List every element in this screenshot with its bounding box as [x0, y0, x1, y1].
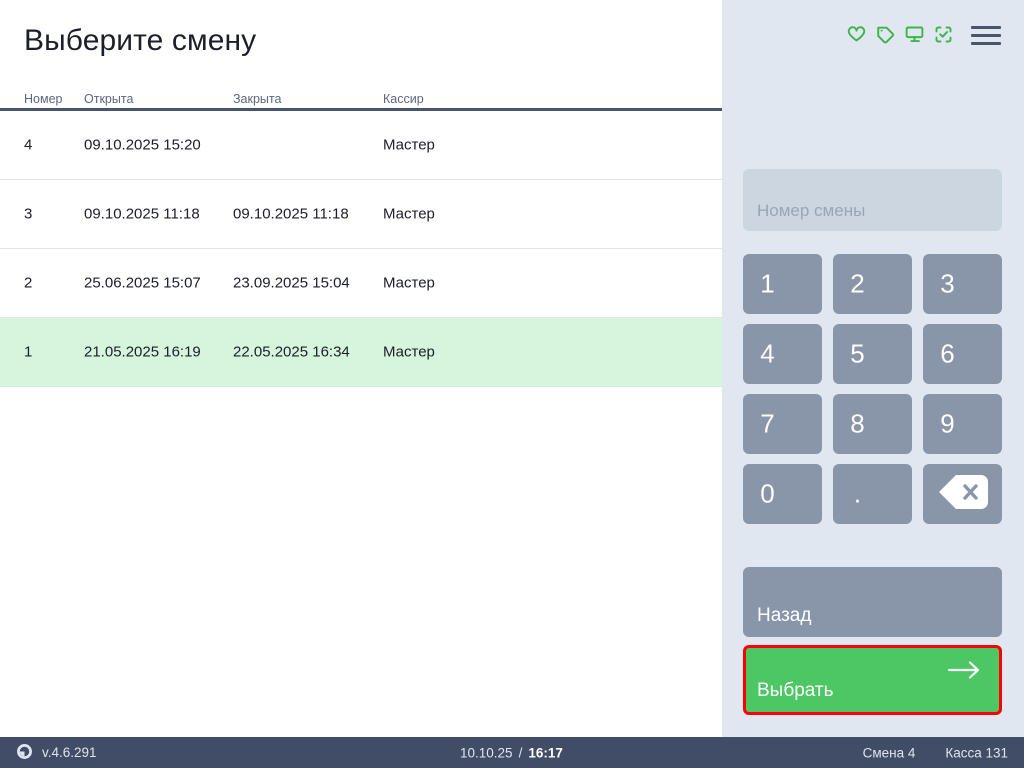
- key-label: 4: [760, 338, 775, 369]
- cell-cashier: Мастер: [383, 343, 435, 361]
- cell-closed: 23.09.2025 15:04: [233, 274, 350, 292]
- key-6[interactable]: 6: [923, 324, 1002, 384]
- column-header-opened: Открыта: [84, 92, 134, 106]
- cell-number: 3: [24, 205, 33, 223]
- key-label: 3: [940, 268, 955, 299]
- key-label: 6: [940, 338, 955, 369]
- cell-opened: 09.10.2025 15:20: [84, 136, 201, 154]
- key-1[interactable]: 1: [743, 254, 822, 314]
- select-button-label: Выбрать: [757, 680, 834, 701]
- monitor-icon[interactable]: [904, 24, 925, 45]
- key-4[interactable]: 4: [743, 324, 822, 384]
- key-label: 7: [760, 408, 775, 439]
- cell-cashier: Мастер: [383, 136, 435, 154]
- current-shift: Смена 4: [862, 745, 916, 760]
- side-panel: Номер смены 1 2 3 4 5 6 7 8 9 0 .: [722, 0, 1024, 737]
- key-5[interactable]: 5: [833, 324, 912, 384]
- shifts-table: Номер Открыта Закрыта Кассир 4 09.10.202…: [0, 92, 722, 387]
- datetime-separator: /: [518, 745, 523, 760]
- key-7[interactable]: 7: [743, 394, 822, 454]
- cell-cashier: Мастер: [383, 274, 435, 292]
- back-button-label: Назад: [757, 605, 812, 626]
- panel-header: [722, 0, 1024, 70]
- cell-closed: 09.10.2025 11:18: [233, 205, 349, 223]
- cell-opened: 09.10.2025 11:18: [84, 205, 200, 223]
- page-title: Выберите смену: [24, 24, 257, 57]
- cell-number: 4: [24, 136, 33, 154]
- key-0[interactable]: 0: [743, 464, 822, 524]
- table-header-row: Номер Открыта Закрыта Кассир: [0, 92, 722, 111]
- hamburger-menu-icon[interactable]: [971, 26, 1001, 45]
- cell-opened: 25.06.2025 15:07: [84, 274, 201, 292]
- current-time: 16:17: [528, 745, 563, 760]
- key-label: 8: [850, 408, 865, 439]
- key-label: 1: [760, 268, 775, 299]
- table-row-selected[interactable]: 1 21.05.2025 16:19 22.05.2025 16:34 Маст…: [0, 318, 722, 387]
- key-label: 9: [940, 408, 955, 439]
- app-logo-icon: [16, 743, 33, 763]
- heart-icon[interactable]: [846, 24, 867, 45]
- status-bar-left: v.4.6.291: [16, 743, 97, 763]
- main-content: Выберите смену Номер Открыта Закрыта Кас…: [0, 24, 722, 387]
- column-header-cashier: Кассир: [383, 92, 424, 106]
- check-square-icon[interactable]: [933, 24, 954, 45]
- arrow-right-icon: [947, 660, 981, 685]
- cell-number: 1: [24, 343, 33, 361]
- register-number: Касса 131: [945, 745, 1008, 760]
- back-button[interactable]: Назад: [743, 567, 1002, 637]
- shift-number-placeholder: Номер смены: [757, 201, 866, 220]
- select-button[interactable]: Выбрать: [743, 645, 1002, 715]
- cell-opened: 21.05.2025 16:19: [84, 343, 201, 361]
- key-label: 2: [850, 268, 865, 299]
- status-icon-group: [846, 24, 954, 45]
- cell-closed: 22.05.2025 16:34: [233, 343, 350, 361]
- key-label: .: [853, 478, 862, 509]
- key-backspace[interactable]: [923, 464, 1002, 524]
- table-row[interactable]: 2 25.06.2025 15:07 23.09.2025 15:04 Маст…: [0, 249, 722, 318]
- status-bar: v.4.6.291 10.10.25 / 16:17 Смена 4 Касса…: [0, 737, 1024, 768]
- table-row[interactable]: 4 09.10.2025 15:20 Мастер: [0, 111, 722, 180]
- column-header-closed: Закрыта: [233, 92, 282, 106]
- backspace-icon: [937, 473, 989, 516]
- key-9[interactable]: 9: [923, 394, 1002, 454]
- status-bar-right: Смена 4 Касса 131: [863, 745, 1008, 760]
- cell-number: 2: [24, 274, 33, 292]
- key-2[interactable]: 2: [833, 254, 912, 314]
- status-bar-datetime: 10.10.25 / 16:17: [460, 745, 563, 760]
- numeric-keypad: 1 2 3 4 5 6 7 8 9 0 .: [743, 254, 1002, 524]
- cell-cashier: Мастер: [383, 205, 435, 223]
- column-header-number: Номер: [24, 92, 63, 106]
- key-3[interactable]: 3: [923, 254, 1002, 314]
- key-label: 0: [760, 478, 775, 509]
- shift-number-input[interactable]: Номер смены: [743, 169, 1002, 231]
- table-row[interactable]: 3 09.10.2025 11:18 09.10.2025 11:18 Маст…: [0, 180, 722, 249]
- current-date: 10.10.25: [460, 745, 513, 760]
- app-version: v.4.6.291: [42, 745, 97, 760]
- tag-icon[interactable]: [875, 24, 896, 45]
- key-decimal[interactable]: .: [833, 464, 912, 524]
- key-label: 5: [850, 338, 865, 369]
- key-8[interactable]: 8: [833, 394, 912, 454]
